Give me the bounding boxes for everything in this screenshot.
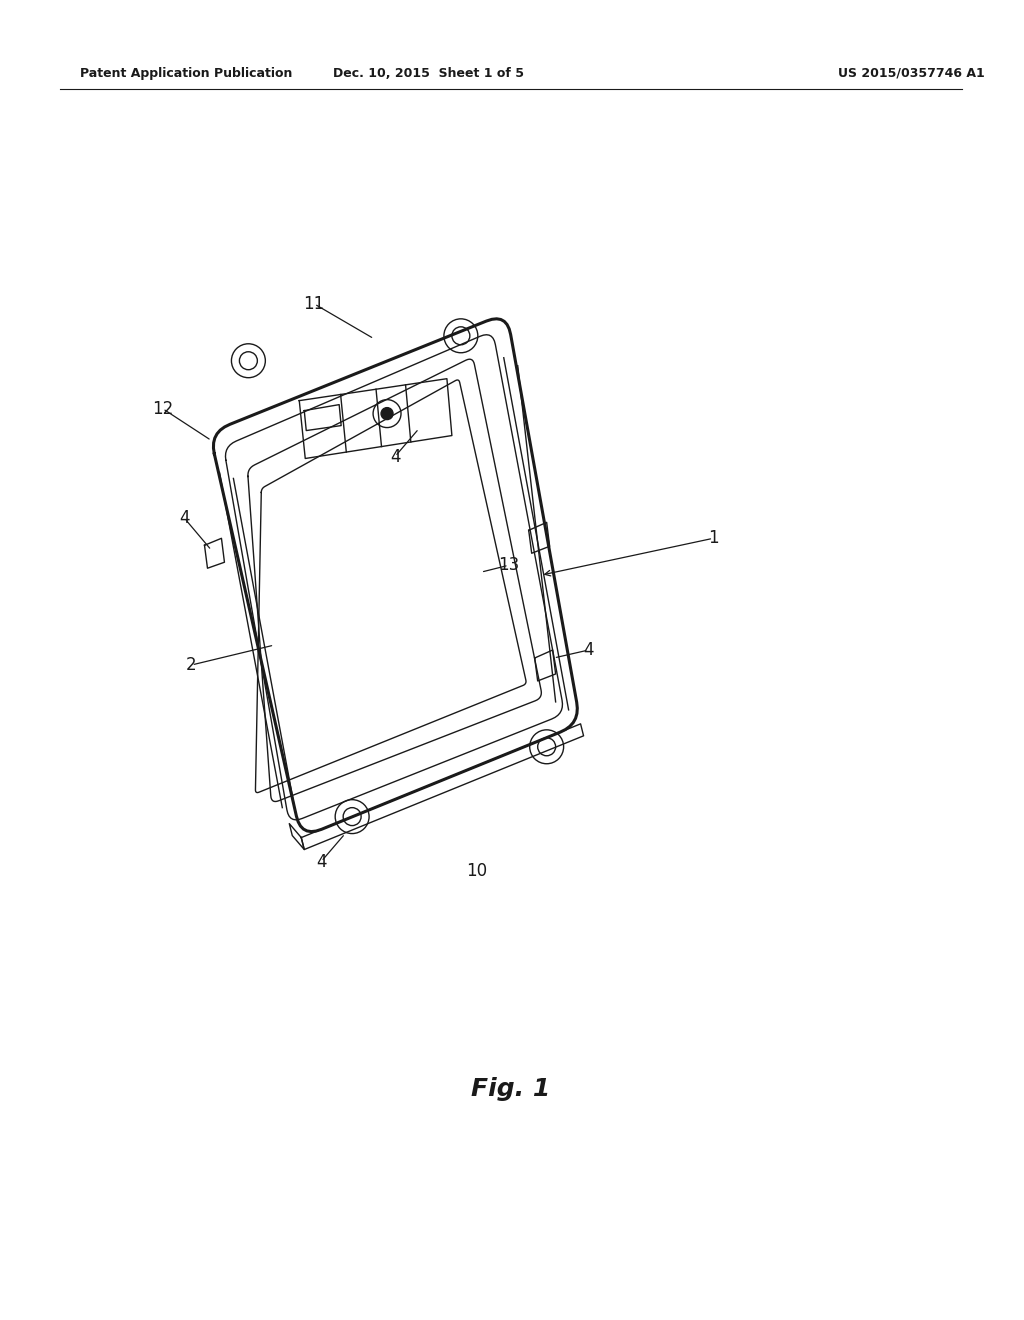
- Text: Patent Application Publication: Patent Application Publication: [80, 67, 292, 81]
- Text: Fig. 1: Fig. 1: [471, 1077, 550, 1101]
- Text: Dec. 10, 2015  Sheet 1 of 5: Dec. 10, 2015 Sheet 1 of 5: [334, 67, 524, 81]
- Text: 11: 11: [303, 294, 325, 313]
- Text: 13: 13: [498, 556, 519, 574]
- Text: 10: 10: [466, 862, 487, 880]
- Text: 4: 4: [390, 447, 400, 466]
- Text: 4: 4: [584, 642, 594, 659]
- Circle shape: [381, 408, 393, 420]
- Text: 4: 4: [316, 853, 327, 870]
- Text: 2: 2: [186, 656, 197, 675]
- Text: 1: 1: [708, 529, 719, 548]
- Text: 12: 12: [152, 400, 173, 417]
- Text: 4: 4: [179, 510, 189, 528]
- Text: US 2015/0357746 A1: US 2015/0357746 A1: [838, 67, 985, 81]
